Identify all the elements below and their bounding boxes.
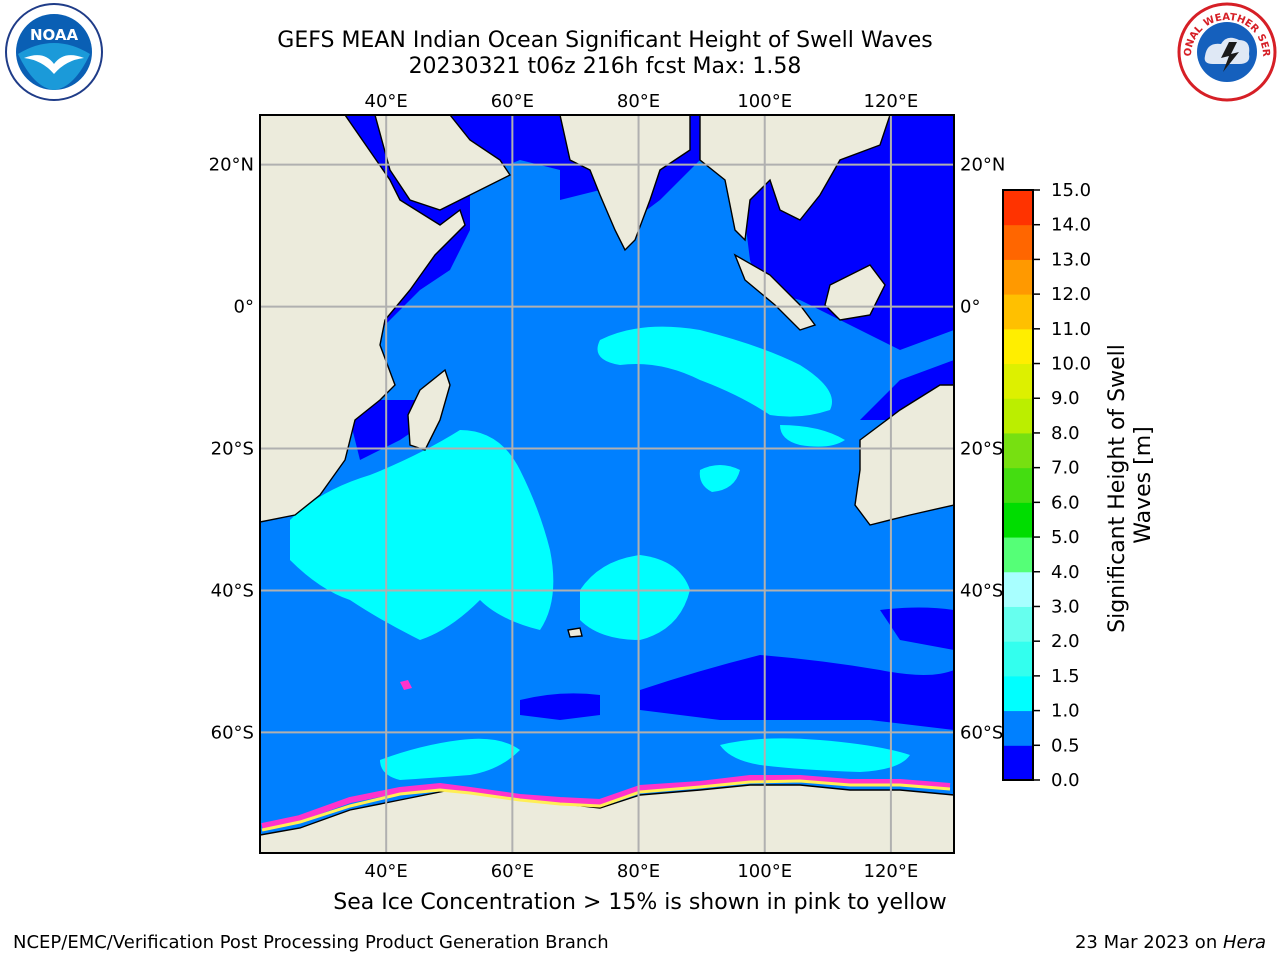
lon-tick-label: 60°E — [491, 861, 534, 882]
colorbar-segment — [1003, 363, 1033, 399]
noaa-logo-text: NOAA — [30, 26, 79, 44]
colorbar: 0.0 0.5 1.0 1.5 2.0 3.0 4.0 5.0 6.0 7.0 8.0 9.0 10.0… — [1002, 180, 1091, 791]
colorbar-tick-label: 8.0 — [1051, 423, 1080, 444]
colorbar-segment — [1003, 432, 1033, 469]
lat-tick-label: 0° — [234, 297, 254, 318]
colorbar-segment — [1003, 710, 1033, 746]
lat-tick-label: 60°S — [960, 722, 1003, 743]
colorbar-tick-label: 15.0 — [1051, 180, 1091, 201]
colorbar-tick-label: 2.0 — [1051, 631, 1080, 652]
colorbar-tick-label: 5.0 — [1051, 527, 1080, 548]
lat-tick-label: 40°S — [960, 580, 1003, 601]
colorbar-segment — [1003, 190, 1033, 226]
colorbar-tick-label: 11.0 — [1051, 319, 1091, 340]
colorbar-segment — [1003, 398, 1033, 434]
gridlines — [260, 115, 954, 853]
colorbar-segment — [1003, 259, 1033, 295]
longitude-labels: 40°E 40°E 60°E 60°E 80°E 80°E 100°E 100°E 120°E 1… — [365, 91, 919, 882]
high-swell-regions — [290, 326, 910, 780]
colorbar-segment — [1003, 294, 1033, 330]
colorbar-tick-label: 13.0 — [1051, 249, 1091, 270]
lat-tick-label: 20°S — [960, 439, 1003, 460]
lon-tick-label: 60°E — [491, 91, 534, 112]
colorbar-tick-label: 9.0 — [1051, 388, 1080, 409]
lon-tick-label: 120°E — [864, 861, 919, 882]
lat-tick-label: 20°S — [211, 439, 254, 460]
lon-tick-label: 100°E — [737, 91, 792, 112]
lat-tick-label: 20°N — [960, 155, 1005, 176]
chart-subtitle: 20230321 t06z 216h fcst Max: 1.58 — [408, 54, 802, 79]
colorbar-tick-label: 0.5 — [1051, 735, 1080, 756]
colorbar-segment — [1003, 224, 1033, 260]
colorbar-tick-label: 1.0 — [1051, 701, 1080, 722]
colorbar-tick-label: 12.0 — [1051, 284, 1091, 305]
credit-text: NCEP/EMC/Verification Post Processing Pr… — [13, 932, 609, 953]
machine-name: Hera — [1222, 932, 1266, 953]
colorbar-segment — [1003, 675, 1033, 712]
colorbar-label: Significant Height of Swell Waves [m] — [1105, 337, 1156, 633]
colorbar-tick-label: 10.0 — [1051, 354, 1091, 375]
colorbar-segment — [1003, 745, 1033, 781]
lat-tick-label: 40°S — [211, 580, 254, 601]
colorbar-tick-label: 4.0 — [1051, 562, 1080, 583]
colorbar-tick-label: 6.0 — [1051, 492, 1080, 513]
latitude-labels: 20°N 20°N 0° 0° 20°S 20°S 40°S 40°S 60°S 60°S — [209, 155, 1006, 744]
colorbar-segment — [1003, 502, 1033, 538]
colorbar-tick-label: 1.5 — [1051, 666, 1080, 687]
lon-tick-label: 120°E — [864, 91, 919, 112]
colorbar-segment — [1003, 328, 1033, 365]
colorbar-segment — [1003, 571, 1033, 607]
colorbar-segment — [1003, 606, 1033, 642]
sea-ice-caption: Sea Ice Concentration > 15% is shown in … — [333, 890, 947, 915]
date-stamp: 23 Mar 2023 on Hera — [1075, 932, 1266, 953]
date-text: 23 Mar 2023 on — [1074, 932, 1223, 953]
national-weather-service-logo: NATIONAL WEATHER SERVICE — [1176, 2, 1277, 102]
sea-ice-edge — [261, 680, 951, 832]
map-area — [260, 115, 954, 853]
land — [260, 115, 954, 853]
colorbar-tick-label: 14.0 — [1051, 215, 1091, 236]
lon-tick-label: 80°E — [617, 861, 660, 882]
colorbar-segment — [1003, 641, 1033, 677]
map-frame — [259, 114, 955, 854]
lat-tick-label: 20°N — [209, 155, 254, 176]
colorbar-segment — [1003, 537, 1033, 573]
colorbar-tick-label: 0.0 — [1051, 770, 1080, 791]
lon-tick-label: 100°E — [737, 861, 792, 882]
colorbar-segment — [1003, 467, 1033, 503]
colorbar-tick-label: 3.0 — [1051, 596, 1080, 617]
lon-tick-label: 80°E — [617, 91, 660, 112]
colorbar-tick-label: 7.0 — [1051, 458, 1080, 479]
colorbar-frame — [1002, 189, 1034, 781]
lon-tick-label: 40°E — [365, 91, 408, 112]
chart-title: GEFS MEAN Indian Ocean Significant Heigh… — [277, 28, 933, 53]
lon-tick-label: 40°E — [365, 861, 408, 882]
lat-tick-label: 60°S — [211, 722, 254, 743]
lat-tick-label: 0° — [960, 297, 980, 318]
noaa-logo: NOAA — [5, 3, 103, 101]
